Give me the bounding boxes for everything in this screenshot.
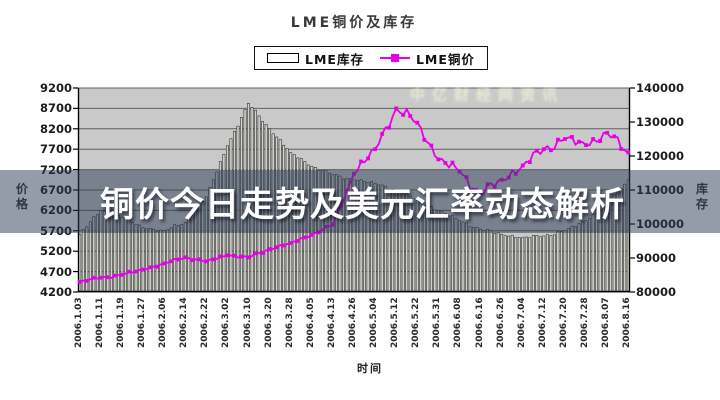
x-axis-tick-label: 2006.3.28 [284, 297, 295, 348]
inventory-bar-swatch-icon [267, 53, 299, 63]
headline-text: 铜价今日走势及美元汇率动态解析 [100, 185, 625, 225]
x-axis-tick-label: 2006.1.11 [94, 297, 105, 348]
right-axis-tick-label: 80000 [636, 285, 677, 299]
x-axis-tick-label: 2006.6.16 [474, 297, 485, 348]
x-axis-tick-label: 2006.4.05 [305, 297, 316, 348]
x-axis-tick-label: 2006.7.20 [558, 297, 569, 348]
x-axis-title: 时间 [357, 362, 383, 375]
x-axis-tick-label: 2006.5.04 [369, 297, 380, 348]
x-axis-tick-label: 2006.3.10 [242, 297, 253, 348]
x-axis-tick-label: 2006.5.22 [411, 297, 422, 348]
x-axis-tick-label: 2006.7.12 [537, 297, 548, 348]
right-axis-tick-label: 140000 [636, 81, 685, 95]
price-line-swatch-icon [379, 54, 410, 62]
right-axis-tick-label: 90000 [636, 251, 677, 265]
chart-title: LME铜价及库存 [290, 15, 418, 31]
price-marker-icon [390, 54, 399, 62]
x-axis-tick-label: 2006.8.16 [622, 297, 633, 348]
right-axis-tick-label: 130000 [636, 115, 685, 129]
x-axis-tick-label: 2006.3.02 [221, 297, 232, 348]
left-axis-tick-label: 9200 [39, 81, 72, 95]
x-axis-tick-label: 2006.2.14 [179, 297, 190, 348]
x-axis-tick-label: 2006.6.26 [495, 297, 506, 348]
left-axis-tick-label: 7700 [39, 142, 72, 157]
x-axis-tick-label: 2006.1.27 [137, 297, 148, 348]
legend-label-inventory: LME库存 [305, 51, 364, 67]
left-axis-tick-label: 8700 [39, 101, 72, 116]
x-axis-tick-label: 2006.5.31 [432, 297, 443, 348]
left-axis-tick-label: 8200 [39, 121, 72, 136]
right-axis-tick-label: 120000 [636, 149, 685, 163]
legend-label-price: LME铜价 [415, 51, 475, 67]
x-axis-tick-label: 2006.4.26 [348, 297, 358, 348]
watermark-text: 中亿财经网资讯 [410, 86, 565, 104]
x-axis-tick-label: 2006.2.22 [200, 297, 211, 348]
x-axis-tick-label: 2006.5.12 [390, 297, 401, 348]
x-axis-tick-label: 2006.4.13 [326, 297, 337, 348]
headline-banner: 铜价今日走势及美元汇率动态解析 [0, 170, 720, 233]
left-axis-tick-label: 5200 [39, 244, 72, 259]
x-axis-tick-label: 2006.2.06 [158, 297, 169, 348]
x-axis-tick-label: 2006.6.08 [453, 297, 464, 348]
x-axis-tick-label: 2006.8.07 [601, 297, 612, 348]
x-axis-tick-label: 2006.7.28 [580, 297, 591, 348]
left-axis-tick-label: 4700 [39, 264, 72, 279]
x-axis-tick-label: 2006.7.04 [516, 297, 527, 348]
x-axis-tick-label: 2006.3.20 [263, 297, 274, 348]
chart-legend: LME库存 LME铜价 [254, 46, 488, 70]
x-axis-tick-label: 2006.1.19 [115, 297, 126, 348]
x-axis-tick-label: 2006.1.03 [73, 297, 84, 348]
left-axis-tick-label: 4200 [39, 285, 72, 299]
